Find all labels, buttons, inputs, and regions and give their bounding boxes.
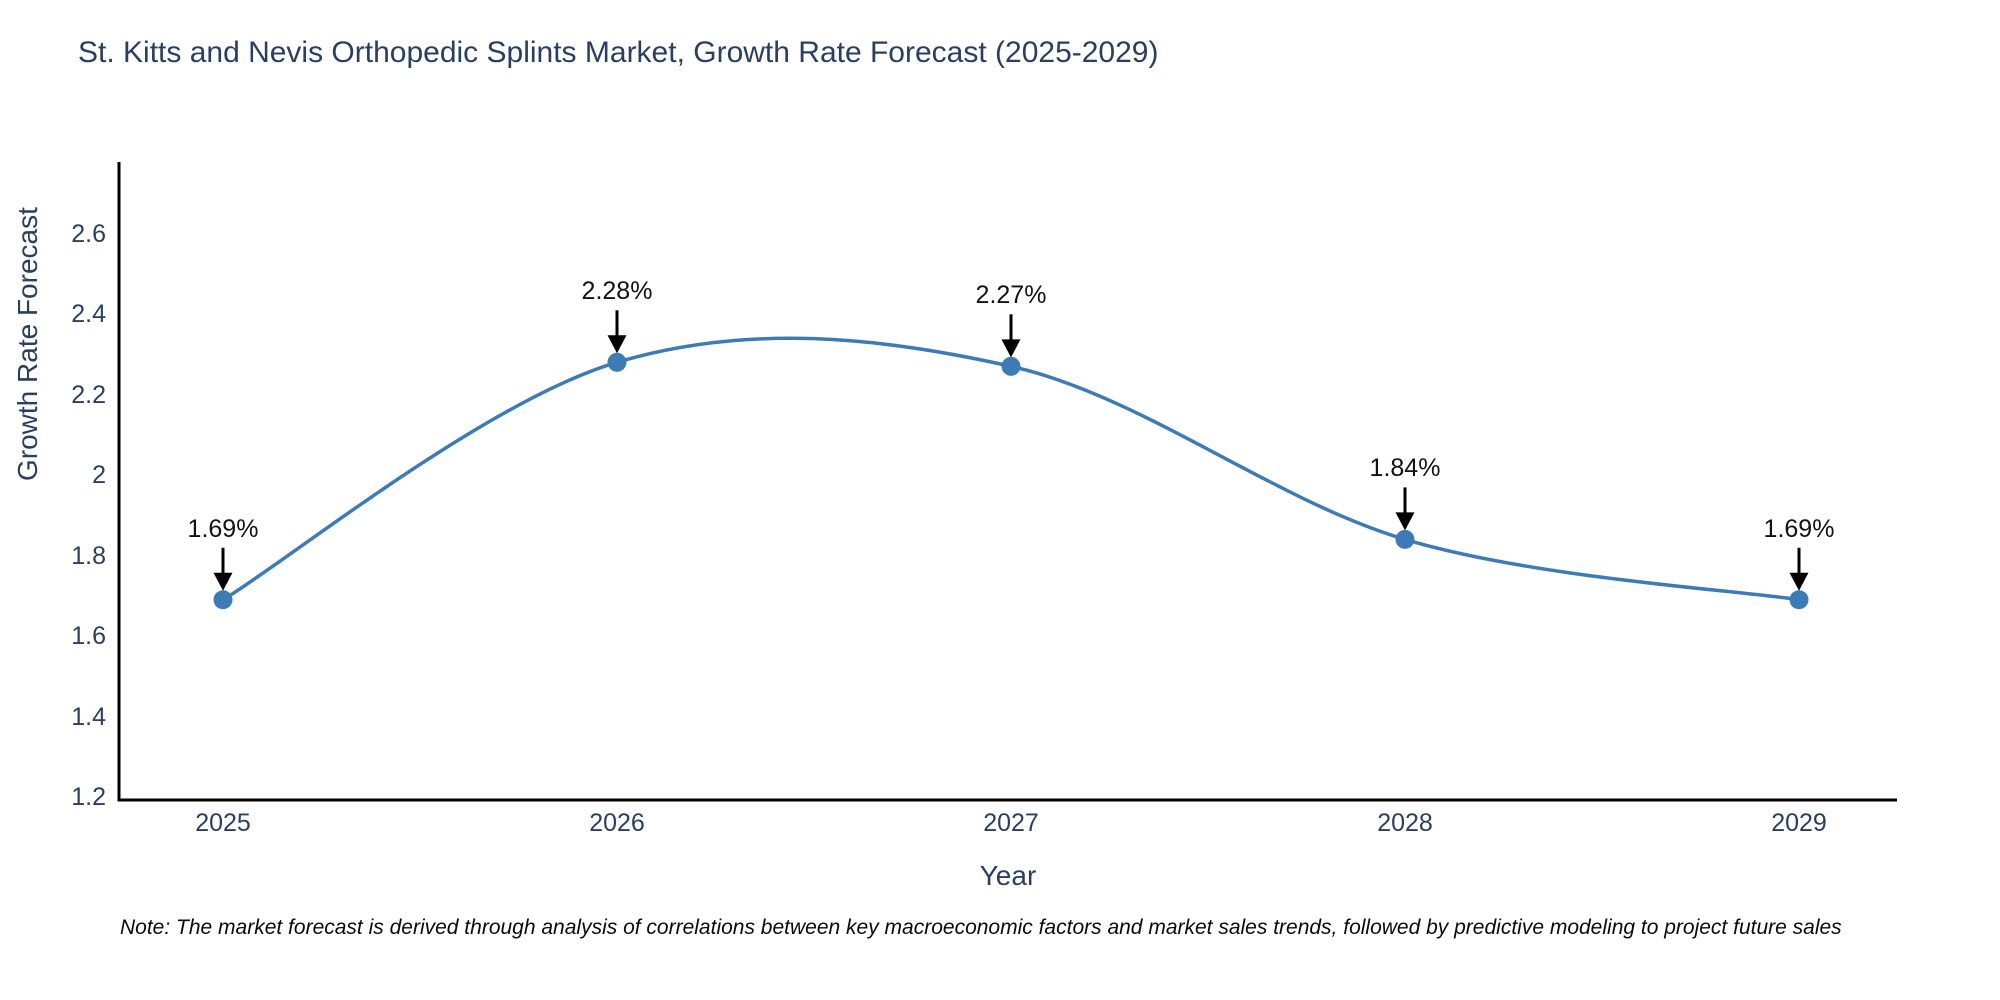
data-point-marker[interactable] — [213, 590, 233, 610]
data-point-marker[interactable] — [1789, 590, 1809, 610]
point-annotation-label: 1.84% — [1369, 454, 1441, 483]
annotation-arrowhead-icon — [607, 335, 627, 354]
y-tick-label: 1.4 — [71, 702, 106, 731]
x-axis-title: Year — [979, 860, 1037, 891]
y-tick-label: 2 — [92, 461, 106, 489]
annotation-arrowhead-icon — [1395, 512, 1415, 531]
y-tick-label: 1.8 — [71, 541, 106, 570]
point-annotation-label: 2.27% — [975, 281, 1047, 310]
x-tick-label: 2025 — [195, 809, 251, 837]
chart-title: St. Kitts and Nevis Orthopedic Splints M… — [78, 36, 1159, 69]
annotation-arrowhead-icon — [213, 572, 233, 591]
y-tick-label: 2.2 — [71, 380, 106, 409]
y-tick-label: 1.6 — [71, 622, 106, 650]
y-tick-label: 1.2 — [71, 783, 106, 811]
data-point-marker[interactable] — [1395, 529, 1415, 549]
y-tick-label: 2.6 — [71, 219, 106, 248]
y-tick-label: 2.4 — [71, 300, 106, 328]
annotation-arrowhead-icon — [1001, 339, 1021, 358]
x-tick-label: 2026 — [589, 809, 645, 837]
x-tick-label: 2028 — [1377, 809, 1433, 837]
point-annotation-label: 1.69% — [1763, 514, 1835, 543]
x-tick-label: 2027 — [983, 809, 1039, 837]
point-annotation-label: 1.69% — [187, 514, 259, 543]
annotation-arrowhead-icon — [1789, 572, 1809, 591]
trend-line — [222, 336, 1800, 602]
footnote: Note: The market forecast is derived thr… — [120, 916, 1842, 939]
point-annotation-label: 2.28% — [581, 277, 653, 306]
data-point-marker[interactable] — [1001, 356, 1021, 376]
x-tick-label: 2029 — [1771, 809, 1827, 837]
data-point-marker[interactable] — [607, 352, 627, 372]
